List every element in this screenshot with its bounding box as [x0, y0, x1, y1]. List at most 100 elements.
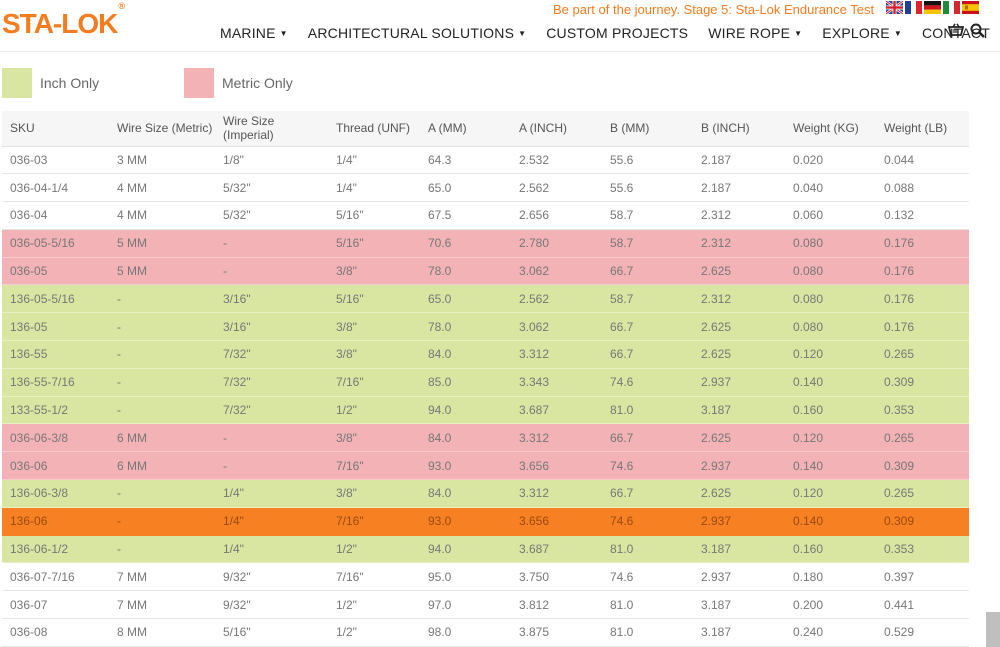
table-row[interactable]: 136-06-3/8-1/4" 3/8" 84.0 3.312 66.7 2.625 0.1… [2, 479, 969, 508]
sku-cell: 036-06-3/8 [2, 423, 109, 453]
nav-marine[interactable]: MARINE ▼ [220, 25, 288, 41]
table-row[interactable]: 136-06-1/4" 7/16" 93.0 3.656 74.6 2.937 0.140 0… [2, 507, 969, 536]
table-cell: 0.353 [876, 396, 969, 425]
table-cell: 0.176 [876, 312, 969, 342]
italy-flag-icon[interactable] [943, 1, 960, 14]
table-cell: 0.080 [785, 257, 876, 286]
table-cell: 81.0 [602, 396, 693, 425]
table-row[interactable]: 036-07-7/16 7 MM 9/32" 7/16" 95.0 3.750 74.6 2.… [2, 562, 969, 592]
table-header-row: SKU Wire Size (Metric) Wire Size (Imperial… [2, 111, 969, 147]
nav-explore[interactable]: EXPLORE ▼ [822, 25, 902, 41]
table-cell: 0.309 [876, 368, 969, 397]
table-row[interactable]: 133-55-1/2-7/32" 1/2" 94.0 3.687 81.0 3.187 0.… [2, 396, 969, 425]
table-row[interactable]: 136-05-5/16-3/16" 5/16" 65.0 2.562 58.7 2.312… [2, 284, 969, 314]
table-cell: 5/32" [215, 201, 328, 230]
table-cell: 2.780 [511, 229, 602, 258]
table-row[interactable]: 036-04-1/4 4 MM 5/32" 1/4" 65.0 2.562 55.6 2.18… [2, 173, 969, 203]
nav-custom-projects[interactable]: CUSTOM PROJECTS [546, 25, 689, 41]
table-cell: 81.0 [602, 618, 693, 647]
basket-icon[interactable] [948, 23, 964, 37]
search-icon[interactable] [970, 23, 985, 38]
table-cell: 0.080 [785, 312, 876, 342]
table-cell: 3.687 [511, 396, 602, 425]
table-cell: 84.0 [420, 423, 511, 453]
table-cell: 0.180 [785, 562, 876, 592]
france-flag-icon[interactable] [905, 1, 922, 14]
table-cell: 3.062 [511, 312, 602, 342]
table-cell: 85.0 [420, 368, 511, 397]
table-cell: - [215, 423, 328, 453]
table-cell: 95.0 [420, 562, 511, 592]
table-cell: 0.160 [785, 396, 876, 425]
column-header: Wire Size (Imperial) [215, 111, 328, 147]
sku-cell: 036-05 [2, 257, 109, 286]
table-cell: 0.044 [876, 146, 969, 175]
table-cell: - [215, 451, 328, 481]
table-cell: 0.088 [876, 173, 969, 203]
table-cell: 1/4" [328, 173, 420, 203]
table-cell: - [109, 284, 215, 314]
table-row[interactable]: 036-06 6 MM -7/16" 93.0 3.656 74.6 2.937 0.140 0… [2, 451, 969, 481]
table-row[interactable]: 036-06-3/8 6 MM -3/8" 84.0 3.312 66.7 2.625 0.1… [2, 423, 969, 453]
table-cell: 81.0 [602, 590, 693, 620]
promo-link[interactable]: Be part of the journey. Stage 5: Sta-Lok… [553, 2, 875, 17]
table-cell: 3/8" [328, 312, 420, 342]
table-row[interactable]: 136-55-7/16-7/32" 7/16" 85.0 3.343 74.6 2.937… [2, 368, 969, 397]
nav-wire-rope[interactable]: WIRE ROPE ▼ [708, 25, 803, 41]
table-cell: 0.309 [876, 451, 969, 481]
table-cell: 0.265 [876, 423, 969, 453]
table-cell: 3.656 [511, 507, 602, 536]
table-body: 036-03 3 MM 1/8" 1/4" 64.3 2.532 55.6 2.187 0.02… [2, 146, 969, 647]
sku-cell: 036-04 [2, 201, 109, 230]
table-row[interactable]: 036-05 5 MM -3/8" 78.0 3.062 66.7 2.625 0.080 0.… [2, 257, 969, 286]
table-row[interactable]: 036-04 4 MM 5/32" 5/16" 67.5 2.656 58.7 2.312 0.… [2, 201, 969, 230]
table-cell: 0.060 [785, 201, 876, 230]
table-cell: 74.6 [602, 562, 693, 592]
table-row[interactable]: 036-03 3 MM 1/8" 1/4" 64.3 2.532 55.6 2.187 0.02… [2, 146, 969, 175]
table-cell: 0.160 [785, 535, 876, 564]
table-cell: 74.6 [602, 507, 693, 536]
column-header: Thread (UNF) [328, 111, 420, 147]
table-cell: 2.187 [693, 146, 785, 175]
table-cell: 0.176 [876, 284, 969, 314]
main-nav: MARINE ▼ ARCHITECTURAL SOLUTIONS ▼ CUSTOM … [220, 25, 1000, 41]
table-cell: 65.0 [420, 284, 511, 314]
table-cell: 2.312 [693, 201, 785, 230]
table-cell: 5/16" [215, 618, 328, 647]
table-cell: 1/2" [328, 535, 420, 564]
table-cell: 3/16" [215, 312, 328, 342]
column-header: B (MM) [602, 111, 693, 147]
table-row[interactable]: 036-05-5/16 5 MM -5/16" 70.6 2.780 58.7 2.312 0… [2, 229, 969, 258]
table-cell: 3.687 [511, 535, 602, 564]
sku-cell: 036-07-7/16 [2, 562, 109, 592]
germany-flag-icon[interactable] [924, 1, 941, 14]
sku-cell: 136-05 [2, 312, 109, 342]
table-cell: - [215, 257, 328, 286]
table-cell: 0.309 [876, 507, 969, 536]
table-cell: 8 MM [109, 618, 215, 647]
table-cell: 7 MM [109, 590, 215, 620]
table-cell: 1/2" [328, 590, 420, 620]
table-cell: 3.812 [511, 590, 602, 620]
column-header: A (MM) [420, 111, 511, 147]
table-cell: 94.0 [420, 396, 511, 425]
sku-cell: 133-55-1/2 [2, 396, 109, 425]
table-cell: 0.353 [876, 535, 969, 564]
spain-flag-icon[interactable] [962, 1, 979, 14]
sku-cell: 136-55 [2, 340, 109, 369]
table-row[interactable]: 036-07 7 MM 9/32" 1/2" 97.0 3.812 81.0 3.187 0.2… [2, 590, 969, 620]
uk-flag-icon[interactable] [886, 1, 903, 14]
spec-table: SKU Wire Size (Metric) Wire Size (Imperial… [2, 111, 969, 647]
table-cell: 1/4" [215, 507, 328, 536]
table-cell: 0.020 [785, 146, 876, 175]
nav-architectural-solutions[interactable]: ARCHITECTURAL SOLUTIONS ▼ [307, 25, 527, 41]
sku-cell: 036-07 [2, 590, 109, 620]
table-row[interactable]: 136-05-3/16" 3/8" 78.0 3.062 66.7 2.625 0.080 0… [2, 312, 969, 342]
table-row[interactable]: 136-06-1/2-1/4" 1/2" 94.0 3.687 81.0 3.187 0.1… [2, 535, 969, 564]
table-row[interactable]: 136-55-7/32" 3/8" 84.0 3.312 66.7 2.625 0.120 0… [2, 340, 969, 369]
legend-metric-label: Metric Only [222, 75, 293, 91]
table-row[interactable]: 036-08 8 MM 5/16" 1/2" 98.0 3.875 81.0 3.187 0.2… [2, 618, 969, 647]
table-cell: 0.176 [876, 229, 969, 258]
scrollbar-thumb[interactable] [986, 612, 1000, 647]
sta-lok-logo[interactable]: STA-LOK® [2, 0, 125, 39]
